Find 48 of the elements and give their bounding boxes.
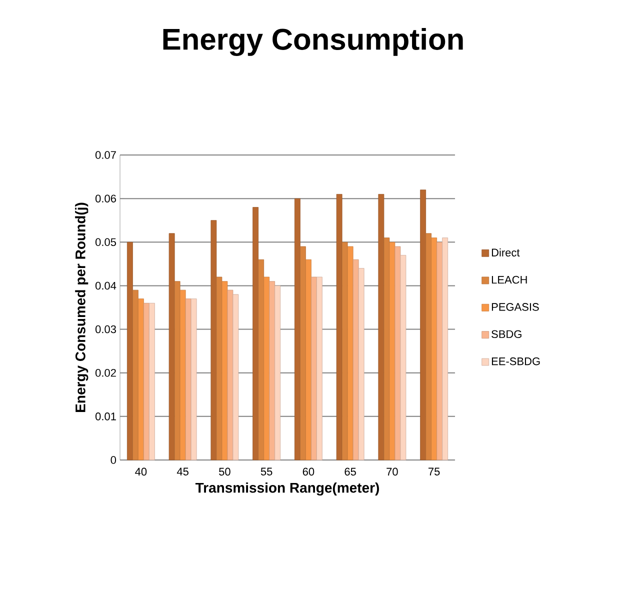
bar	[442, 238, 448, 460]
bar	[400, 255, 406, 460]
legend-label: LEACH	[492, 276, 527, 284]
x-tick-label: 65	[344, 468, 356, 476]
bar	[310, 276, 317, 460]
bar	[143, 302, 150, 460]
bar	[222, 281, 228, 460]
chart-title: Energy Consumption	[163, 28, 463, 56]
bar	[269, 281, 276, 460]
bar	[264, 276, 270, 460]
bar	[352, 259, 359, 460]
bar	[436, 242, 443, 460]
x-tick-label: 50	[219, 468, 230, 476]
bar	[148, 302, 155, 460]
x-tick-label: 60	[302, 468, 314, 476]
x-tick-label: 75	[428, 468, 440, 476]
bar	[138, 298, 144, 460]
bar	[316, 276, 322, 460]
x-tick-label: 55	[260, 468, 272, 476]
legend-label: SBDG	[492, 330, 522, 338]
x-tick-label: 70	[386, 468, 398, 476]
legend-label: PEGASIS	[492, 303, 539, 311]
legend-label: EE-SBDG	[492, 357, 540, 366]
bar	[305, 259, 312, 460]
bar	[347, 246, 354, 460]
bar	[431, 238, 438, 460]
y-tick-label: 0.01	[95, 412, 116, 420]
y-tick-label: 0.03	[95, 325, 116, 334]
y-tick-label: 0	[110, 456, 116, 464]
bar	[180, 290, 186, 460]
y-tick-label: 0.06	[95, 194, 116, 202]
y-tick-label: 0.02	[95, 368, 116, 377]
x-tick-label: 40	[135, 468, 147, 476]
bar	[389, 242, 396, 460]
x-tick-label: 45	[176, 468, 188, 476]
y-tick-label: 0.05	[95, 238, 116, 246]
bar	[185, 298, 192, 460]
legend-label: Direct	[492, 248, 520, 256]
bar	[190, 298, 197, 460]
bar	[227, 290, 234, 460]
bar	[358, 268, 364, 460]
y-axis-title: Energy Consumed per Round(j)	[75, 202, 88, 412]
bar	[274, 286, 281, 460]
x-axis-title: Transmission Range(meter)	[195, 482, 379, 496]
bar	[232, 294, 239, 460]
y-tick-label: 0.04	[95, 282, 116, 290]
bar	[394, 246, 401, 460]
y-tick-label: 0.07	[95, 151, 116, 159]
